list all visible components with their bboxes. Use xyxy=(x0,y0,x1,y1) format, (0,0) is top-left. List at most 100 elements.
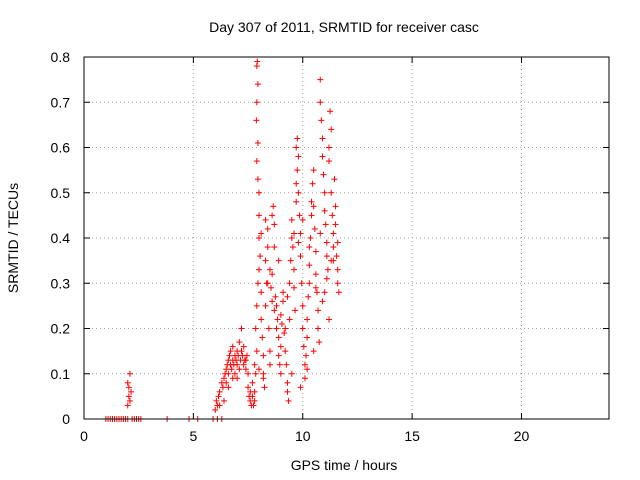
data-point xyxy=(238,325,245,332)
data-point xyxy=(331,176,338,183)
data-point xyxy=(291,230,297,237)
data-point xyxy=(297,253,304,260)
data-point xyxy=(277,311,284,318)
data-point xyxy=(304,334,311,341)
data-point xyxy=(273,302,280,309)
data-point xyxy=(256,366,262,373)
grid xyxy=(84,57,609,419)
data-point xyxy=(250,402,257,409)
data-point xyxy=(284,379,291,386)
data-point xyxy=(238,348,245,355)
data-point xyxy=(295,153,302,160)
data-point xyxy=(300,343,307,350)
data-point xyxy=(334,280,341,287)
data-point xyxy=(306,280,313,287)
data-point xyxy=(229,343,236,350)
data-point xyxy=(262,257,269,264)
data-point xyxy=(319,135,326,142)
data-point xyxy=(299,216,306,223)
chart-title: Day 307 of 2011, SRMTID for receiver cas… xyxy=(209,19,479,35)
data-point xyxy=(245,384,252,391)
data-point xyxy=(261,384,268,391)
data-point xyxy=(258,316,265,323)
data-point xyxy=(259,334,266,341)
data-point xyxy=(276,361,283,368)
data-point xyxy=(236,366,243,373)
data-point xyxy=(243,352,250,359)
data-point xyxy=(307,235,314,241)
data-point xyxy=(245,370,252,377)
data-point xyxy=(333,253,340,260)
data-point xyxy=(253,348,260,355)
data-point xyxy=(275,334,282,341)
x-tick-label: 10 xyxy=(295,428,311,444)
data-point xyxy=(288,235,295,241)
data-point xyxy=(277,370,284,377)
data-point xyxy=(254,280,261,287)
data-point xyxy=(274,316,281,323)
data-point xyxy=(303,352,310,359)
data-point xyxy=(330,230,337,237)
axis-ticks: 0 5 10 15 20 0 0.1 0.2 0.3 0.4 0.5 0.6 0.7 0.8 xyxy=(51,49,609,444)
data-point xyxy=(326,316,332,323)
data-point xyxy=(284,388,291,395)
data-point xyxy=(282,325,289,332)
data-point xyxy=(292,307,299,314)
data-point xyxy=(288,370,295,377)
data-point xyxy=(289,244,296,251)
x-tick-label: 15 xyxy=(404,428,420,444)
data-point xyxy=(323,239,330,246)
data-point xyxy=(281,330,288,337)
data-point xyxy=(317,76,324,83)
data-point xyxy=(310,167,317,174)
data-point xyxy=(285,397,292,404)
data-point xyxy=(242,366,249,373)
data-point xyxy=(301,375,308,382)
data-point xyxy=(221,375,227,382)
data-point xyxy=(266,266,273,273)
y-tick-label: 0.7 xyxy=(51,94,71,110)
data-point xyxy=(231,370,238,377)
data-point xyxy=(252,325,259,332)
y-tick-label: 0.6 xyxy=(51,140,71,156)
data-point xyxy=(251,397,258,404)
data-point xyxy=(215,393,222,400)
data-point xyxy=(264,280,271,287)
data-point xyxy=(266,361,273,368)
data-point xyxy=(256,189,262,196)
y-axis-label: SRMTID / TECUs xyxy=(5,183,21,293)
data-point xyxy=(269,298,276,305)
data-point xyxy=(264,244,271,251)
data-point xyxy=(249,393,256,400)
data-point xyxy=(299,325,306,332)
data-point xyxy=(317,230,324,237)
data-point xyxy=(254,139,261,146)
x-axis-label: GPS time / hours xyxy=(291,457,398,473)
data-point xyxy=(234,361,241,368)
data-point xyxy=(327,108,334,115)
data-point xyxy=(312,248,319,255)
data-point xyxy=(334,239,341,246)
data-point xyxy=(219,384,226,391)
data-point xyxy=(249,379,256,386)
data-point xyxy=(330,244,337,251)
data-point xyxy=(273,325,280,332)
data-point xyxy=(332,203,339,210)
data-point xyxy=(265,325,272,332)
data-point xyxy=(310,348,317,355)
data-point xyxy=(262,302,269,309)
data-point xyxy=(306,244,313,251)
data-point xyxy=(318,117,325,124)
data-point xyxy=(268,284,275,291)
data-point xyxy=(271,244,278,251)
data-point xyxy=(256,212,262,219)
data-point xyxy=(313,289,320,296)
data-point xyxy=(324,266,331,273)
data-point xyxy=(256,235,262,241)
data-point xyxy=(277,343,284,350)
data-point xyxy=(282,348,289,355)
data-point xyxy=(275,257,282,264)
data-point xyxy=(328,189,335,196)
data-point xyxy=(257,253,264,260)
